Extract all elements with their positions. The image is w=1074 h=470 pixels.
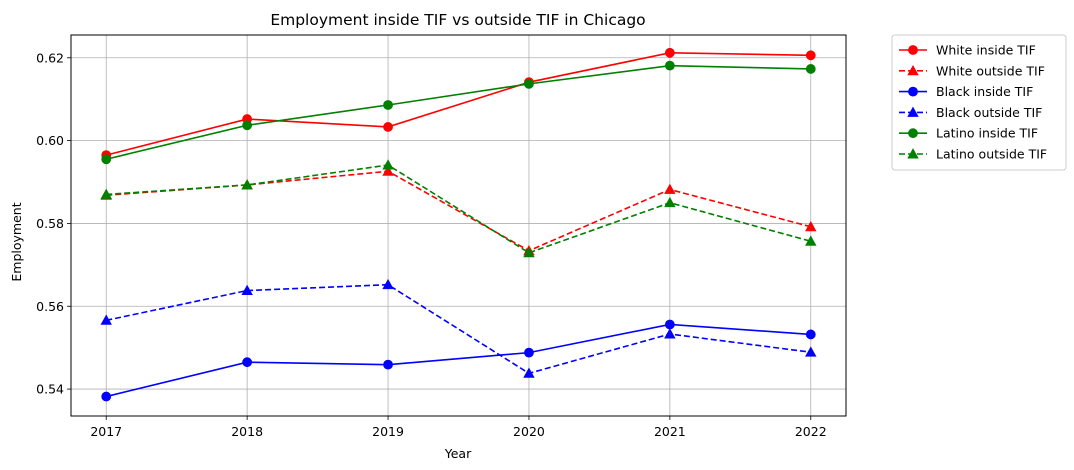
data-point bbox=[382, 159, 394, 170]
series-layer bbox=[100, 47, 817, 402]
data-point bbox=[664, 196, 676, 208]
legend-swatch-marker bbox=[907, 64, 919, 76]
y-tick-label: 0.60 bbox=[36, 133, 64, 148]
x-tick-label: 2017 bbox=[90, 424, 122, 439]
chart-title: Employment inside TIF vs outside TIF in … bbox=[270, 11, 645, 29]
data-point bbox=[805, 346, 817, 357]
series-line bbox=[106, 64, 811, 161]
data-point bbox=[101, 391, 112, 402]
legend-item: Black inside TIF bbox=[899, 84, 1033, 99]
series-line bbox=[106, 170, 811, 252]
x-tick-label: 2022 bbox=[795, 424, 827, 439]
data-point bbox=[383, 122, 393, 132]
data-point bbox=[524, 78, 534, 89]
data-point bbox=[242, 357, 253, 368]
data-point bbox=[805, 50, 816, 61]
series-line bbox=[106, 323, 811, 398]
legend-label: White outside TIF bbox=[936, 63, 1045, 78]
data-point bbox=[383, 359, 393, 370]
legend-item: Latino outside TIF bbox=[899, 147, 1047, 162]
legend-item: Latino inside TIF bbox=[899, 126, 1038, 141]
y-axis-ticks: 0.54 0.56 0.58 0.60 0.62 bbox=[36, 50, 71, 397]
data-point bbox=[241, 179, 253, 190]
series-line bbox=[106, 52, 811, 156]
data-point bbox=[523, 247, 535, 258]
data-point bbox=[805, 235, 817, 246]
legend-swatch-marker bbox=[907, 148, 919, 159]
data-point bbox=[100, 314, 112, 325]
x-axis-ticks: 2017 2018 2019 2020 2021 2022 bbox=[90, 416, 827, 439]
legend-label: Black outside TIF bbox=[936, 105, 1042, 120]
y-axis-label: Employment bbox=[9, 202, 24, 281]
y-tick-label: 0.56 bbox=[36, 299, 64, 314]
legend-swatch-marker bbox=[907, 106, 919, 117]
y-tick-label: 0.54 bbox=[36, 382, 64, 397]
data-point bbox=[100, 188, 112, 199]
data-point bbox=[241, 284, 253, 295]
x-tick-label: 2021 bbox=[654, 424, 686, 439]
legend-label: Latino inside TIF bbox=[936, 126, 1038, 141]
series bbox=[100, 165, 817, 256]
data-point bbox=[805, 329, 816, 340]
legend-swatch-marker bbox=[908, 86, 918, 97]
data-point bbox=[382, 165, 394, 176]
y-tick-label: 0.58 bbox=[36, 216, 64, 231]
x-tick-label: 2019 bbox=[372, 424, 404, 439]
data-point bbox=[242, 120, 253, 131]
data-point bbox=[382, 278, 394, 290]
data-point bbox=[805, 220, 817, 232]
legend-item: White outside TIF bbox=[899, 63, 1045, 78]
data-point bbox=[101, 154, 112, 165]
legend-swatch-marker bbox=[908, 45, 918, 55]
series-line bbox=[106, 283, 811, 375]
data-point bbox=[664, 60, 675, 71]
data-point bbox=[805, 64, 816, 74]
series-line bbox=[106, 164, 811, 254]
legend-item: Black outside TIF bbox=[899, 105, 1042, 120]
legend-label: White inside TIF bbox=[936, 43, 1036, 58]
x-tick-label: 2018 bbox=[231, 424, 263, 439]
data-point bbox=[523, 367, 535, 378]
data-point bbox=[524, 347, 534, 358]
data-point bbox=[664, 183, 676, 194]
legend-label: Latino outside TIF bbox=[936, 147, 1047, 162]
x-axis-label: Year bbox=[444, 446, 472, 461]
legend-swatch-marker bbox=[908, 128, 918, 139]
data-point bbox=[383, 100, 393, 110]
data-point bbox=[664, 328, 676, 339]
series bbox=[101, 47, 816, 160]
series bbox=[100, 278, 817, 378]
legend-item: White inside TIF bbox=[899, 43, 1036, 58]
x-tick-label: 2020 bbox=[513, 424, 545, 439]
legend-frame bbox=[891, 34, 1067, 171]
series bbox=[101, 319, 816, 402]
series bbox=[101, 60, 816, 165]
series bbox=[100, 159, 817, 258]
data-point bbox=[664, 319, 675, 330]
legend: White inside TIF White outside TIF Black i… bbox=[891, 34, 1067, 171]
data-point bbox=[664, 47, 675, 58]
plot-frame bbox=[70, 34, 847, 417]
y-tick-label: 0.62 bbox=[36, 50, 64, 65]
legend-label: Black inside TIF bbox=[936, 84, 1033, 99]
